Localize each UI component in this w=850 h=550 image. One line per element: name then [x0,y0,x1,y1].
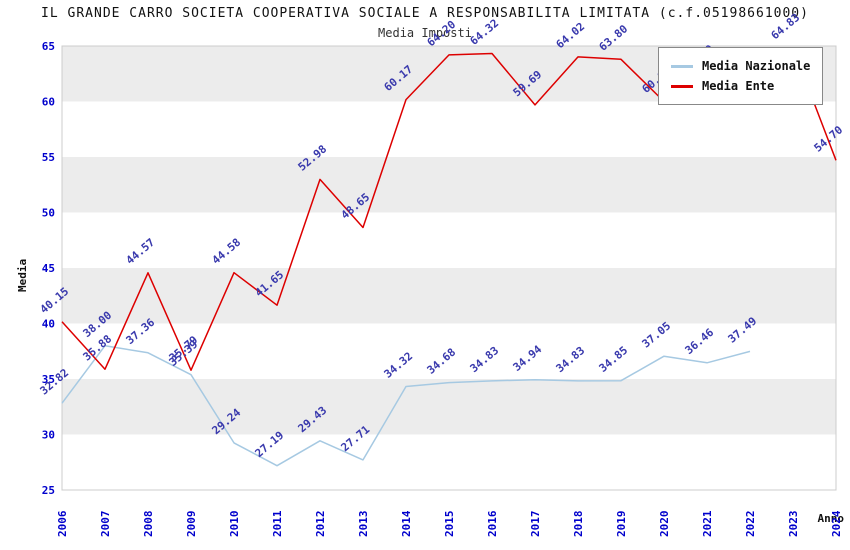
chart-legend: Media Nazionale Media Ente [658,47,824,105]
point-value-label: 64.83 [769,11,803,42]
x-tick-label: 2024 [830,510,843,537]
y-tick-label: 35 [42,373,55,386]
chart-subtitle: Media Imposti [378,26,472,40]
y-tick-label: 55 [42,151,55,164]
x-tick-label: 2018 [572,511,585,538]
grid-band [62,434,836,490]
x-tick-label: 2022 [744,511,757,538]
y-tick-label: 60 [42,96,55,109]
x-tick-label: 2008 [142,511,155,538]
chart-title: IL GRANDE CARRO SOCIETA COOPERATIVA SOCI… [41,6,809,21]
x-tick-label: 2020 [658,511,671,538]
y-tick-label: 30 [42,429,55,442]
y-tick-label: 45 [42,262,55,275]
point-value-label: 64.32 [468,17,502,48]
x-tick-label: 2006 [56,510,69,537]
x-axis-label: Anno [817,512,845,525]
legend-label-media-nazionale: Media Nazionale [702,59,811,73]
x-tick-label: 2019 [615,511,628,538]
grid-band [62,212,836,268]
x-tick-label: 2013 [357,511,370,538]
point-value-label: 64.20 [425,18,459,49]
legend-item-media-ente: Media Ente [671,76,810,96]
x-tick-label: 2009 [185,511,198,538]
x-tick-label: 2017 [529,511,542,538]
media-nazionale-line-swatch [671,64,693,68]
y-tick-label: 65 [42,40,55,53]
x-tick-label: 2014 [400,510,413,537]
x-tick-label: 2023 [787,511,800,538]
y-tick-label: 40 [42,318,55,331]
series-line-media-nazionale [61,344,751,467]
x-tick-label: 2007 [99,511,112,538]
x-tick-label: 2011 [271,510,284,537]
x-tick-label: 2010 [228,511,241,538]
x-tick-label: 2021 [701,510,714,537]
media-ente-line-swatch [671,84,693,88]
grid-band [62,268,836,324]
plot-border [61,45,837,491]
grid-band [62,157,836,213]
legend-item-media-nazionale: Media Nazionale [671,56,810,76]
legend-label-media-ente: Media Ente [702,79,775,93]
x-tick-label: 2015 [443,511,456,538]
grid-band [62,379,836,435]
grid-band [62,101,836,157]
x-tick-label: 2016 [486,510,499,537]
y-tick-label: 25 [42,484,55,497]
y-tick-label: 50 [42,207,55,220]
x-tick-label: 2012 [314,511,327,538]
